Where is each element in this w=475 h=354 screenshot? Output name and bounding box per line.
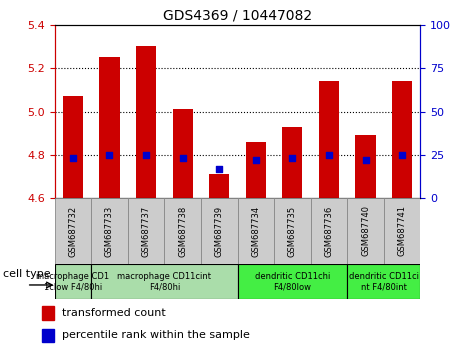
Bar <box>136 46 156 198</box>
Bar <box>238 198 274 264</box>
Bar <box>42 307 54 320</box>
Text: GSM687739: GSM687739 <box>215 205 224 257</box>
Bar <box>99 57 120 198</box>
Text: dendritic CD11ci
nt F4/80int: dendritic CD11ci nt F4/80int <box>349 272 419 291</box>
Point <box>69 155 77 161</box>
Bar <box>246 142 266 198</box>
Bar <box>128 198 164 264</box>
Text: GSM687737: GSM687737 <box>142 205 151 257</box>
Bar <box>282 127 303 198</box>
Bar <box>311 198 347 264</box>
Bar <box>63 96 83 198</box>
Text: GSM687738: GSM687738 <box>178 205 187 257</box>
Bar <box>347 264 420 299</box>
Text: dendritic CD11chi
F4/80low: dendritic CD11chi F4/80low <box>255 272 330 291</box>
Text: macrophage CD1
1clow F4/80hi: macrophage CD1 1clow F4/80hi <box>37 272 109 291</box>
Point <box>105 152 113 158</box>
Text: GSM687732: GSM687732 <box>68 205 77 257</box>
Bar <box>347 198 384 264</box>
Text: GSM687740: GSM687740 <box>361 205 370 257</box>
Point <box>216 166 223 172</box>
Bar <box>392 81 412 198</box>
Bar <box>91 264 238 299</box>
Point <box>252 157 259 163</box>
Bar <box>55 264 91 299</box>
Text: GSM687741: GSM687741 <box>398 205 407 257</box>
Point <box>362 157 370 163</box>
Bar <box>274 198 311 264</box>
Bar <box>209 175 229 198</box>
Bar <box>384 198 420 264</box>
Text: GSM687736: GSM687736 <box>324 205 333 257</box>
Text: percentile rank within the sample: percentile rank within the sample <box>62 330 250 341</box>
Point <box>325 152 332 158</box>
Title: GDS4369 / 10447082: GDS4369 / 10447082 <box>163 8 312 22</box>
Point <box>142 152 150 158</box>
Bar <box>91 198 128 264</box>
Point <box>179 155 186 161</box>
Text: GSM687734: GSM687734 <box>251 205 260 257</box>
Bar <box>355 135 376 198</box>
Point <box>289 155 296 161</box>
Text: GSM687735: GSM687735 <box>288 205 297 257</box>
Text: transformed count: transformed count <box>62 308 166 318</box>
Point <box>398 152 406 158</box>
Bar <box>55 198 91 264</box>
Text: cell type: cell type <box>3 269 51 279</box>
Bar <box>42 329 54 342</box>
Bar <box>319 81 339 198</box>
Text: GSM687733: GSM687733 <box>105 205 114 257</box>
Bar <box>164 198 201 264</box>
Bar <box>201 198 238 264</box>
Bar <box>238 264 347 299</box>
Bar <box>172 109 193 198</box>
Text: macrophage CD11cint
F4/80hi: macrophage CD11cint F4/80hi <box>117 272 211 291</box>
